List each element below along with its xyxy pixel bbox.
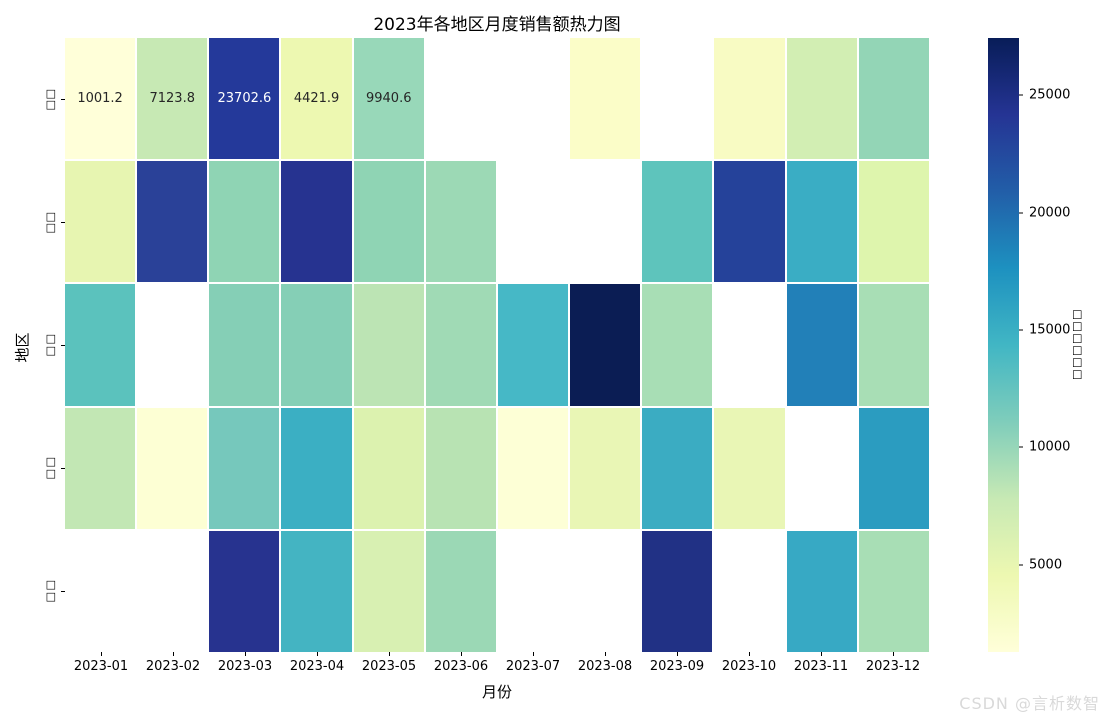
colorbar-ticks: 25000 20000 15000 10000 5000 (1019, 38, 1089, 652)
heatmap-cell (497, 284, 569, 406)
colorbar-tick-label: 10000 (1019, 440, 1070, 455)
heatmap-grid: 1001.2 7123.8 23702.6 4421.9 9940.6 (65, 38, 929, 652)
heatmap-cell-missing (137, 530, 208, 652)
heatmap-cell-missing (642, 38, 713, 160)
heatmap-cell (786, 284, 857, 406)
heatmap-cell (209, 407, 280, 529)
heatmap-cell (858, 530, 929, 652)
heatmap-cell (714, 407, 785, 529)
x-tick-label: 2023-06 (425, 652, 497, 674)
heatmap-cell (137, 407, 208, 529)
heatmap-cell (281, 284, 352, 406)
heatmap-cell (786, 161, 857, 283)
heatmap-cell (65, 161, 136, 283)
heatmap-cell (570, 407, 641, 529)
cell-value-label: 1001.2 (77, 91, 123, 107)
heatmap-cell (714, 161, 785, 283)
heatmap-cell (858, 407, 929, 529)
heatmap-cell: 7123.8 (137, 38, 208, 160)
heatmap-cell (425, 530, 496, 652)
heatmap-cell (858, 38, 929, 160)
y-axis-ticks: □ □ □ □ □ □ □ □ □ □ (28, 38, 65, 652)
heatmap-cell (786, 38, 857, 160)
heatmap-cell: 4421.9 (281, 38, 352, 160)
heatmap-cell (209, 161, 280, 283)
heatmap-cell (209, 530, 280, 652)
x-tick-label: 2023-05 (353, 652, 425, 674)
colorbar-label: □ □ □ □ □ □ (1072, 307, 1083, 382)
heatmap-cell (65, 407, 136, 529)
x-tick-label: 2023-12 (857, 652, 929, 674)
colorbar-tick-label: 5000 (1019, 557, 1062, 572)
heatmap-cell (137, 161, 208, 283)
colorbar-tick-label: 15000 (1019, 322, 1070, 337)
heatmap-cell-missing (570, 161, 641, 283)
heatmap-cell (570, 38, 641, 160)
x-tick-label: 2023-02 (137, 652, 209, 674)
heatmap-cell (353, 284, 424, 406)
heatmap-cell (281, 530, 352, 652)
heatmap-cell: 9940.6 (353, 38, 424, 160)
heatmap-cell (714, 38, 785, 160)
heatmap-cell (353, 161, 424, 283)
colorbar-tick-label: 20000 (1019, 205, 1070, 220)
cell-value-label: 23702.6 (217, 91, 272, 107)
heatmap-cell (497, 407, 569, 529)
heatmap-cell-missing (425, 38, 496, 160)
x-axis-label: 月份 (481, 683, 512, 701)
y-tick-label: □ □ (28, 161, 65, 284)
heatmap-cell (425, 161, 496, 283)
heatmap-cell (281, 161, 352, 283)
cell-value-label: 9940.6 (365, 91, 412, 107)
x-axis-ticks: 2023-01 2023-02 2023-03 2023-04 2023-05 2023-… (65, 652, 929, 674)
watermark: CSDN @言析数智 (959, 694, 1100, 713)
heatmap-cell (209, 284, 280, 406)
heatmap-cell (786, 530, 857, 652)
heatmap-cell (858, 284, 929, 406)
heatmap-cell-missing (137, 284, 208, 406)
heatmap-cell-missing (65, 530, 136, 652)
heatmap-cell (642, 161, 713, 283)
heatmap-cell (425, 284, 496, 406)
heatmap-cell-missing (497, 38, 569, 160)
heatmap-cell-missing (786, 407, 857, 529)
colorbar (988, 38, 1019, 652)
x-tick-label: 2023-10 (713, 652, 785, 674)
heatmap-cell (642, 407, 713, 529)
x-tick-label: 2023-01 (65, 652, 137, 674)
chart-title: 2023年各地区月度销售额热力图 (373, 15, 621, 35)
heatmap-cell (353, 407, 424, 529)
cell-value-label: 4421.9 (293, 91, 340, 107)
heatmap-cell-missing (714, 284, 785, 406)
heatmap-cell (281, 407, 352, 529)
y-tick-label: □ □ (28, 529, 65, 652)
x-tick-label: 2023-11 (785, 652, 857, 674)
cell-value-label: 7123.8 (149, 91, 195, 107)
y-tick-label: □ □ (28, 284, 65, 407)
x-tick-label: 2023-08 (569, 652, 641, 674)
heatmap-cell-missing (570, 530, 641, 652)
y-tick-label: □ □ (28, 38, 65, 161)
heatmap-cell-missing (714, 530, 785, 652)
heatmap-cell (642, 530, 713, 652)
heatmap-cell (570, 284, 641, 406)
heatmap-cell: 23702.6 (209, 38, 280, 160)
x-tick-label: 2023-09 (641, 652, 713, 674)
y-tick-label: □ □ (28, 406, 65, 529)
x-tick-label: 2023-03 (209, 652, 281, 674)
heatmap-cell (642, 284, 713, 406)
heatmap-cell-missing (497, 530, 569, 652)
x-tick-label: 2023-07 (497, 652, 569, 674)
colorbar-tick-label: 25000 (1019, 88, 1070, 103)
heatmap-cell: 1001.2 (65, 38, 136, 160)
heatmap-cell (858, 161, 929, 283)
heatmap-cell (425, 407, 496, 529)
heatmap-cell-missing (497, 161, 569, 283)
heatmap-cell (353, 530, 424, 652)
x-tick-label: 2023-04 (281, 652, 353, 674)
heatmap-cell (65, 284, 136, 406)
